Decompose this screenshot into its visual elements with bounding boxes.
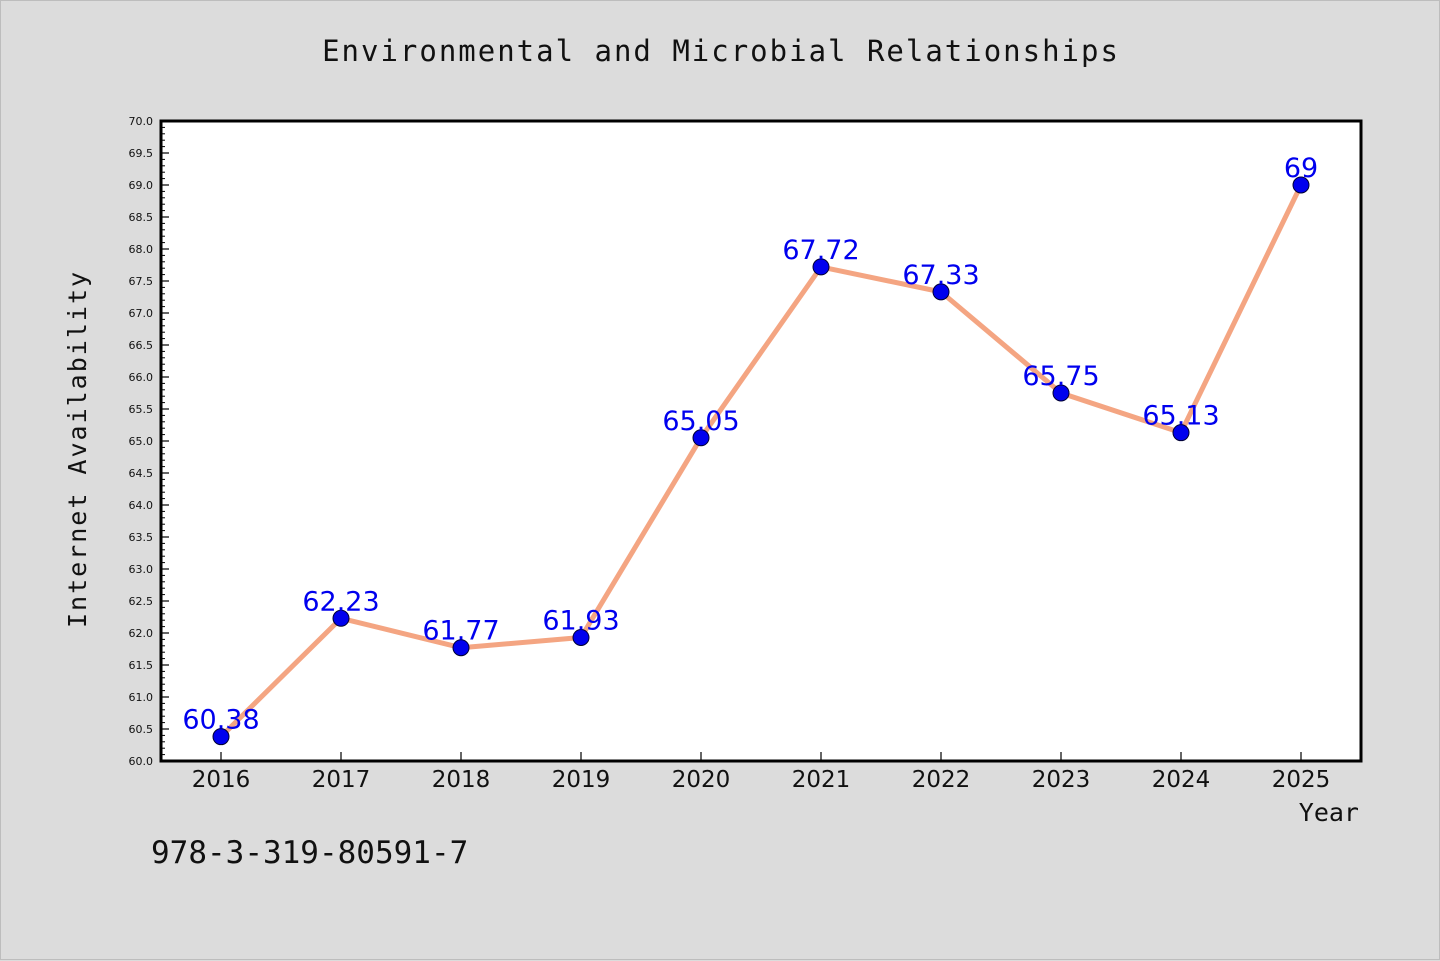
data-point	[1292, 176, 1310, 194]
y-axis-label: Internet Availability	[63, 270, 92, 628]
data-point	[452, 639, 470, 657]
y-tick-label: 60.5	[129, 723, 154, 736]
x-axis: 2016 2017 2018 2019 2020 2021 2022 2023 2024 2025	[192, 752, 1331, 793]
plot-frame	[159, 119, 1363, 763]
data-point	[1052, 384, 1070, 402]
y-tick-label: 65.0	[129, 435, 154, 448]
y-tick-label: 68.0	[129, 243, 154, 256]
y-tick-label: 66.5	[129, 339, 154, 352]
y-tick-label: 67.5	[129, 275, 154, 288]
data-label: 65.05	[662, 406, 739, 437]
y-tick-label: 69.5	[129, 147, 154, 160]
data-label: 62.23	[302, 586, 379, 617]
y-tick-label: 61.0	[129, 691, 154, 704]
data-point	[1172, 424, 1190, 442]
y-tick-label: 62.5	[129, 595, 154, 608]
y-tick-label: 68.5	[129, 211, 154, 224]
data-point	[212, 728, 230, 746]
data-point	[332, 609, 350, 627]
x-tick-label: 2019	[552, 767, 611, 793]
y-tick-label: 70.0	[129, 115, 154, 128]
data-point	[932, 283, 950, 301]
series-layer: 60.38 62.23 61.77 61.93 65.05 67.72 67.33 65.75…	[182, 153, 1318, 746]
data-point	[572, 628, 590, 646]
y-tick-label: 65.5	[129, 403, 154, 416]
x-tick-label: 2021	[792, 767, 851, 793]
x-tick-label: 2016	[192, 767, 251, 793]
isbn-annotation: 978-3-319-80591-7	[151, 835, 469, 871]
y-tick-label: 60.0	[129, 755, 154, 768]
y-tick-label: 62.0	[129, 627, 154, 640]
data-label: 69	[1284, 153, 1318, 184]
series-line	[218, 182, 1304, 740]
y-tick-label: 64.5	[129, 467, 154, 480]
plot-area	[161, 121, 1361, 761]
x-axis-label: Year	[1299, 798, 1359, 827]
data-label: 67.33	[902, 260, 979, 291]
chart-title: Environmental and Microbial Relationship…	[322, 34, 1120, 68]
y-tick-label: 67.0	[129, 307, 154, 320]
y-tick-label: 69.0	[129, 179, 154, 192]
data-label: 61.77	[422, 616, 499, 647]
data-label: 60.38	[182, 705, 259, 736]
data-point	[692, 429, 710, 447]
data-label: 61.93	[542, 605, 619, 636]
x-tick-label: 2020	[672, 767, 731, 793]
y-tick-label: 63.0	[129, 563, 154, 576]
y-axis: 60.0 60.5 61.0 61.5 62.0 62.5 63.0 63.5 64.0 64.5…	[129, 115, 169, 768]
x-tick-label: 2025	[1272, 767, 1331, 793]
y-tick-label: 66.0	[129, 371, 154, 384]
x-tick-label: 2022	[912, 767, 971, 793]
y-tick-label: 64.0	[129, 499, 154, 512]
x-tick-label: 2023	[1032, 767, 1091, 793]
data-label: 65.75	[1022, 361, 1099, 392]
data-label: 65.13	[1142, 401, 1219, 432]
y-tick-label: 61.5	[129, 659, 154, 672]
data-point	[812, 258, 830, 276]
x-tick-label: 2017	[312, 767, 371, 793]
data-label: 67.72	[782, 235, 859, 266]
x-tick-label: 2018	[432, 767, 491, 793]
y-tick-label: 63.5	[129, 531, 154, 544]
x-tick-label: 2024	[1152, 767, 1211, 793]
